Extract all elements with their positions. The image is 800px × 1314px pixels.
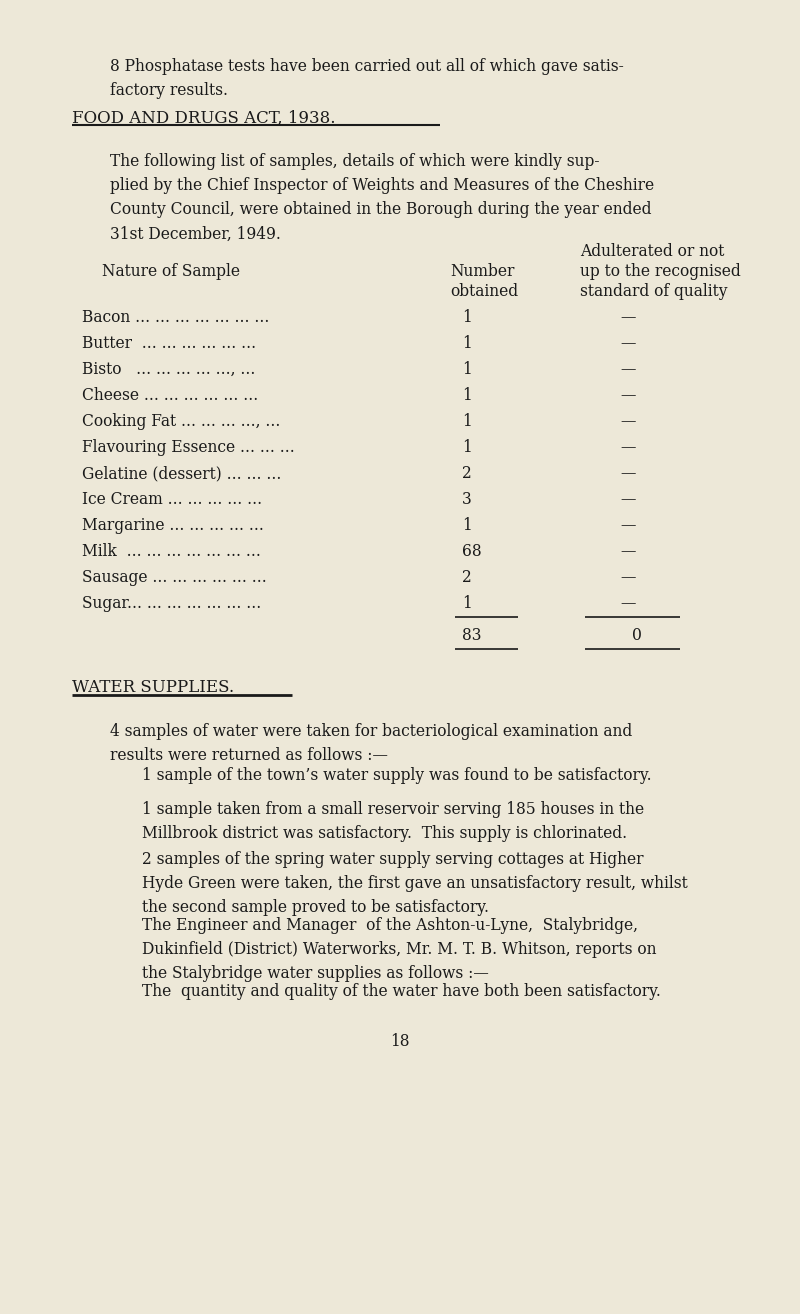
Text: 1: 1: [462, 413, 472, 430]
Text: Cooking Fat ... ... ... ..., ...: Cooking Fat ... ... ... ..., ...: [82, 413, 280, 430]
Text: Sugar... ... ... ... ... ... ...: Sugar... ... ... ... ... ... ...: [82, 595, 262, 612]
Text: 83: 83: [462, 627, 482, 644]
Text: Bacon ... ... ... ... ... ... ...: Bacon ... ... ... ... ... ... ...: [82, 309, 270, 326]
Text: Ice Cream ... ... ... ... ...: Ice Cream ... ... ... ... ...: [82, 491, 262, 509]
Text: 1 sample of the town’s water supply was found to be satisfactory.: 1 sample of the town’s water supply was …: [142, 767, 652, 784]
Text: Margarine ... ... ... ... ...: Margarine ... ... ... ... ...: [82, 516, 264, 533]
Text: —: —: [620, 309, 635, 326]
Text: 2 samples of the spring water supply serving cottages at Higher
Hyde Green were : 2 samples of the spring water supply ser…: [142, 851, 688, 916]
Text: 1: 1: [462, 335, 472, 352]
Text: —: —: [620, 335, 635, 352]
Text: Number: Number: [450, 263, 514, 280]
Text: Milk  ... ... ... ... ... ... ...: Milk ... ... ... ... ... ... ...: [82, 543, 261, 560]
Text: Flavouring Essence ... ... ...: Flavouring Essence ... ... ...: [82, 439, 294, 456]
Text: obtained: obtained: [450, 283, 518, 300]
Text: 8 Phosphatase tests have been carried out all of which gave satis-
factory resul: 8 Phosphatase tests have been carried ou…: [110, 58, 624, 99]
Text: The  quantity and quality of the water have both been satisfactory.: The quantity and quality of the water ha…: [142, 983, 661, 1000]
Text: 18: 18: [390, 1033, 410, 1050]
Text: 2: 2: [462, 465, 472, 482]
Text: 3: 3: [462, 491, 472, 509]
Text: —: —: [620, 388, 635, 403]
Text: 1: 1: [462, 361, 472, 378]
Text: 1: 1: [462, 388, 472, 403]
Text: WATER SUPPLIES.: WATER SUPPLIES.: [72, 679, 234, 696]
Text: 2: 2: [462, 569, 472, 586]
Text: —: —: [620, 361, 635, 378]
Text: 0: 0: [632, 627, 642, 644]
Text: Sausage ... ... ... ... ... ...: Sausage ... ... ... ... ... ...: [82, 569, 266, 586]
Text: Cheese ... ... ... ... ... ...: Cheese ... ... ... ... ... ...: [82, 388, 258, 403]
Text: FOOD AND DRUGS ACT, 1938.: FOOD AND DRUGS ACT, 1938.: [72, 110, 335, 127]
Text: up to the recognised: up to the recognised: [580, 263, 741, 280]
Text: —: —: [620, 465, 635, 482]
Text: Bisto   ... ... ... ... ..., ...: Bisto ... ... ... ... ..., ...: [82, 361, 255, 378]
Text: 4 samples of water were taken for bacteriological examination and
results were r: 4 samples of water were taken for bacter…: [110, 723, 632, 765]
Text: Nature of Sample: Nature of Sample: [102, 263, 240, 280]
Text: 1: 1: [462, 516, 472, 533]
Text: —: —: [620, 439, 635, 456]
Text: —: —: [620, 516, 635, 533]
Text: Gelatine (dessert) ... ... ...: Gelatine (dessert) ... ... ...: [82, 465, 282, 482]
Text: 1: 1: [462, 309, 472, 326]
Text: 1: 1: [462, 439, 472, 456]
Text: The following list of samples, details of which were kindly sup-
plied by the Ch: The following list of samples, details o…: [110, 152, 654, 243]
Text: Adulterated or not: Adulterated or not: [580, 243, 724, 260]
Text: Butter  ... ... ... ... ... ...: Butter ... ... ... ... ... ...: [82, 335, 256, 352]
Text: —: —: [620, 543, 635, 560]
Text: The Engineer and Manager  of the Ashton-u-Lyne,  Stalybridge,
Dukinfield (Distri: The Engineer and Manager of the Ashton-u…: [142, 917, 657, 983]
Text: —: —: [620, 595, 635, 612]
Text: —: —: [620, 491, 635, 509]
Text: 1 sample taken from a small reservoir serving 185 houses in the
Millbrook distri: 1 sample taken from a small reservoir se…: [142, 802, 644, 842]
Text: —: —: [620, 569, 635, 586]
Text: standard of quality: standard of quality: [580, 283, 727, 300]
Text: 1: 1: [462, 595, 472, 612]
Text: 68: 68: [462, 543, 482, 560]
Text: —: —: [620, 413, 635, 430]
